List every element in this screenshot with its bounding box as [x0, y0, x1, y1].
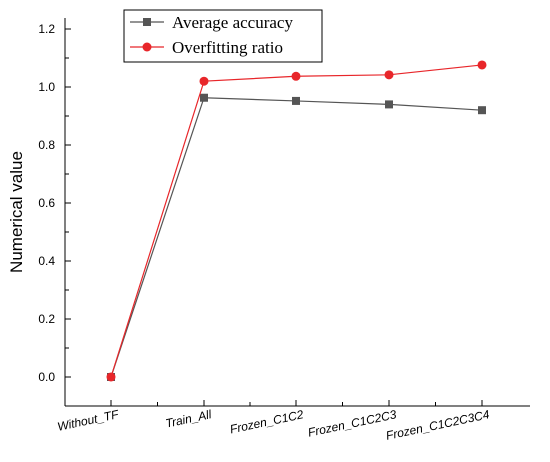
legend-marker — [142, 42, 152, 52]
y-axis-title: Numerical value — [7, 151, 26, 273]
y-tick-label: 0.6 — [38, 196, 55, 210]
data-point — [385, 100, 393, 109]
x-tick-label: Frozen_C1C2C3 — [307, 407, 398, 439]
x-tick-label: Frozen_C1C2C3C4 — [385, 407, 491, 443]
series-line — [110, 64, 483, 378]
legend-label: Average accuracy — [172, 13, 293, 32]
chart-axes — [64, 18, 530, 407]
data-point — [477, 60, 487, 70]
series-line — [110, 97, 483, 378]
x-tick-label: Without_TF — [56, 407, 120, 434]
y-tick-label: 0.8 — [38, 138, 55, 152]
series-layer — [106, 60, 487, 382]
y-tick-label: 1.0 — [38, 80, 55, 94]
legend-marker — [143, 18, 151, 26]
legend-frame — [123, 9, 323, 63]
data-point — [200, 93, 208, 102]
data-point — [291, 71, 301, 81]
y-tick-label: 0.0 — [38, 370, 55, 384]
y-tick-label: 0.4 — [38, 254, 55, 268]
data-point — [292, 96, 300, 105]
data-point — [384, 70, 394, 80]
data-point — [106, 372, 116, 382]
y-axis-ticks: 0.0 0.2 0.4 0.6 0.8 1.0 1.2 — [38, 22, 71, 384]
chart-legend: Average accuracy Overfitting ratio — [123, 9, 323, 63]
x-tick-label: Train_All — [164, 407, 213, 430]
series-average-accuracy — [107, 93, 486, 381]
y-tick-label: 0.2 — [38, 312, 55, 326]
x-tick-label: Frozen_C1C2 — [229, 407, 305, 436]
legend-label: Overfitting ratio — [172, 38, 283, 57]
data-point — [199, 76, 209, 86]
series-overfitting-ratio — [106, 60, 487, 382]
y-tick-label: 1.2 — [38, 22, 55, 36]
data-point — [478, 106, 486, 115]
